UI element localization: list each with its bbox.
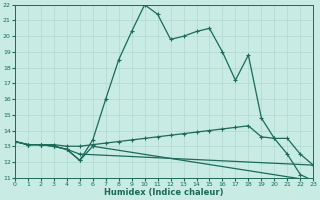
X-axis label: Humidex (Indice chaleur): Humidex (Indice chaleur) xyxy=(104,188,224,197)
